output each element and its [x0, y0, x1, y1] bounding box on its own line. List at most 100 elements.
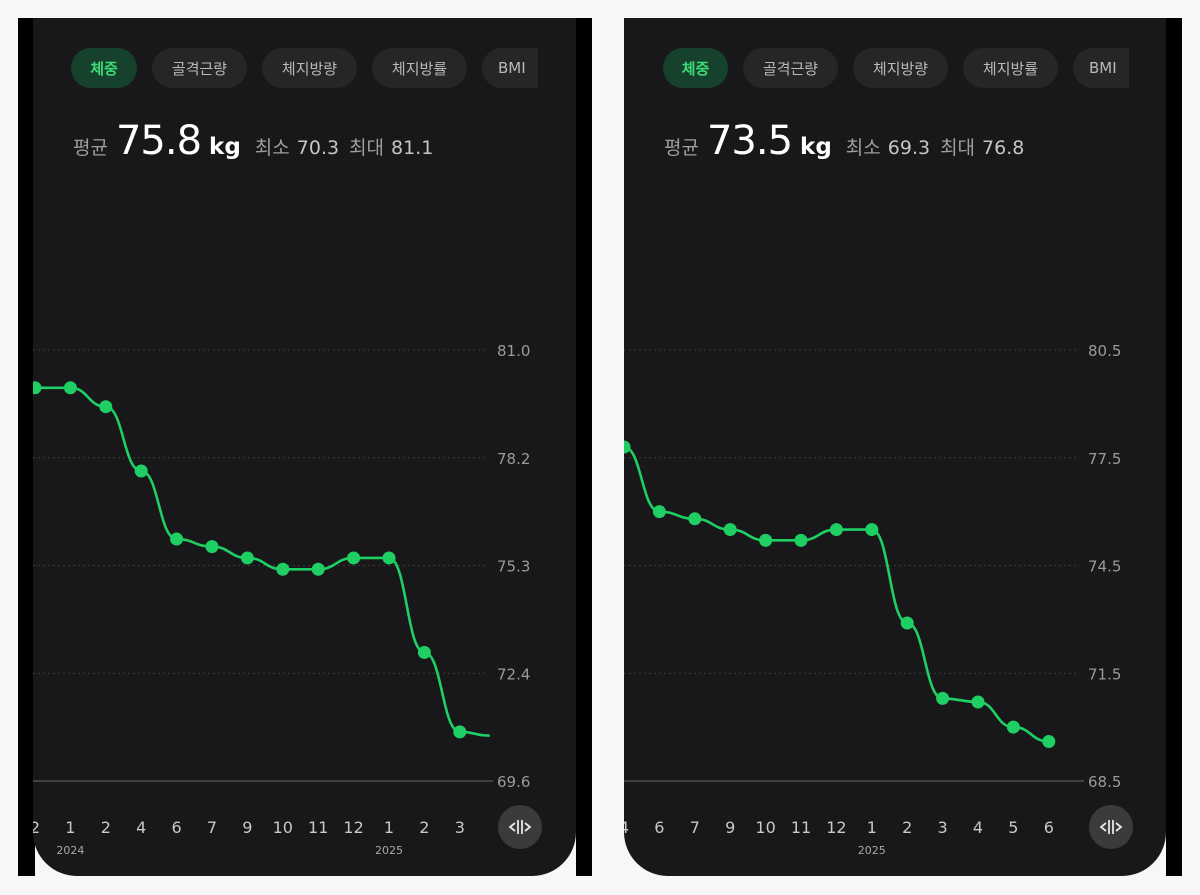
data-point — [1006, 720, 1020, 734]
y-tick-label: 69.6 — [497, 773, 530, 791]
data-point — [382, 551, 396, 565]
data-point — [1042, 734, 1056, 748]
data-point — [311, 562, 325, 576]
tab-body-fat-percent[interactable]: 체지방률 — [372, 48, 467, 88]
data-point — [688, 512, 702, 526]
y-tick-label: 71.5 — [1088, 665, 1121, 683]
x-tick-label: 2 — [419, 818, 429, 837]
tab-bmi[interactable]: BMI — [482, 48, 538, 88]
data-point — [347, 551, 361, 565]
metric-tab-bar: 체중 골격근량 체지방량 체지방률 BMI — [33, 48, 576, 90]
weight-series-line — [624, 445, 1049, 743]
data-point — [900, 616, 914, 630]
data-point — [723, 523, 737, 537]
max-label: 최대 — [349, 137, 385, 159]
y-tick-label: 77.5 — [1088, 450, 1121, 468]
x-tick-label: 4 — [973, 818, 983, 837]
x-tick-label: 10 — [273, 818, 293, 837]
y-tick-label: 74.5 — [1088, 558, 1121, 576]
x-tick-label: 1 — [65, 818, 75, 837]
tab-bmi[interactable]: BMI — [1073, 48, 1129, 88]
horizontal-expand-icon — [508, 820, 532, 834]
min-value: 70.3 — [296, 137, 340, 159]
x-tick-label: 1 — [867, 818, 877, 837]
min-label: 최소 — [254, 137, 290, 159]
avg-label: 평균 — [664, 137, 699, 159]
tab-skeletal-muscle[interactable]: 골격근량 — [743, 48, 838, 88]
y-tick-label: 80.5 — [1088, 342, 1121, 360]
x-tick-label: 1 — [384, 818, 394, 837]
top-border-right — [1166, 18, 1182, 876]
x-tick-label: 2 — [101, 818, 111, 837]
tab-body-fat-mass[interactable]: 체지방량 — [853, 48, 948, 88]
weight-series-line — [34, 386, 490, 737]
x-tick-label: 5 — [1008, 818, 1018, 837]
x-tick-label: 9 — [242, 818, 252, 837]
data-point — [205, 540, 219, 554]
x-tick-label: 11 — [308, 818, 328, 837]
min-value: 69.3 — [887, 137, 931, 159]
avg-label: 평균 — [73, 137, 108, 159]
data-point — [865, 523, 879, 537]
y-tick-label: 81.0 — [497, 342, 530, 360]
data-point — [652, 505, 666, 519]
weight-summary: 평균 73.5 kg 최소 69.3 최대 76.8 — [664, 118, 1034, 170]
view-toggle-button[interactable] — [498, 805, 542, 849]
max-value: 81.1 — [391, 137, 434, 159]
tab-skeletal-muscle[interactable]: 골격근량 — [152, 48, 247, 88]
top-border-mid — [576, 18, 592, 876]
data-point — [99, 400, 113, 414]
max-label: 최대 — [940, 137, 976, 159]
weight-panel-right: 체중 골격근량 체지방량 체지방률 BMI 평균 73.5 kg 최소 69.3 최대 76… — [624, 18, 1166, 876]
x-tick-label: 2 — [33, 818, 40, 837]
x-tick-label: 6 — [172, 818, 182, 837]
x-tick-label: 3 — [938, 818, 948, 837]
min-label: 최소 — [845, 137, 881, 159]
data-point — [170, 532, 184, 546]
x-tick-label: 12 — [826, 818, 846, 837]
weight-line-chart: 81.078.275.372.469.62 1 2 4 6 7 9 10 11 12 1 2 32024… — [33, 342, 530, 857]
x-tick-label: 9 — [725, 818, 735, 837]
data-point — [276, 562, 290, 576]
x-tick-label: 11 — [791, 818, 811, 837]
x-tick-label: 12 — [343, 818, 363, 837]
y-tick-label: 68.5 — [1088, 773, 1121, 791]
x-tick-label: 6 — [1044, 818, 1054, 837]
avg-value: 75.8 — [115, 118, 202, 164]
x-tick-label: 2 — [902, 818, 912, 837]
tab-body-fat-percent[interactable]: 체지방률 — [963, 48, 1058, 88]
data-point — [759, 533, 773, 547]
data-point — [829, 523, 843, 537]
max-value: 76.8 — [982, 137, 1025, 159]
x-tick-label: 3 — [455, 818, 465, 837]
year-label: 2025 — [858, 844, 886, 857]
y-tick-label: 75.3 — [497, 558, 530, 576]
year-label: 2024 — [56, 844, 84, 857]
y-tick-label: 78.2 — [497, 450, 530, 468]
horizontal-expand-icon — [1099, 820, 1123, 834]
x-tick-label: 7 — [207, 818, 217, 837]
view-toggle-button[interactable] — [1089, 805, 1133, 849]
tab-body-fat-mass[interactable]: 체지방량 — [262, 48, 357, 88]
top-border-left — [18, 18, 35, 876]
x-tick-label: 4 — [136, 818, 146, 837]
x-tick-label: 7 — [690, 818, 700, 837]
divider-gap — [592, 18, 609, 876]
avg-unit: kg — [800, 134, 832, 160]
data-point — [624, 440, 631, 454]
metric-tab-bar: 체중 골격근량 체지방량 체지방률 BMI — [624, 48, 1166, 90]
data-point — [794, 533, 808, 547]
avg-unit: kg — [209, 134, 241, 160]
data-point — [453, 725, 467, 739]
tab-weight[interactable]: 체중 — [663, 48, 728, 88]
weight-panel-left: 체중 골격근량 체지방량 체지방률 BMI 평균 75.8 kg 최소 70.3 최대 81… — [33, 18, 576, 876]
data-point — [971, 695, 985, 709]
x-tick-label: 6 — [654, 818, 664, 837]
data-point — [33, 381, 42, 395]
weight-summary: 평균 75.8 kg 최소 70.3 최대 81.1 — [73, 118, 443, 170]
avg-value: 73.5 — [706, 118, 793, 164]
tab-weight[interactable]: 체중 — [71, 48, 137, 88]
y-tick-label: 72.4 — [497, 665, 530, 683]
x-tick-label: 4 — [624, 818, 629, 837]
weight-line-chart: 80.577.574.571.568.546791011121234562025 — [624, 342, 1121, 857]
